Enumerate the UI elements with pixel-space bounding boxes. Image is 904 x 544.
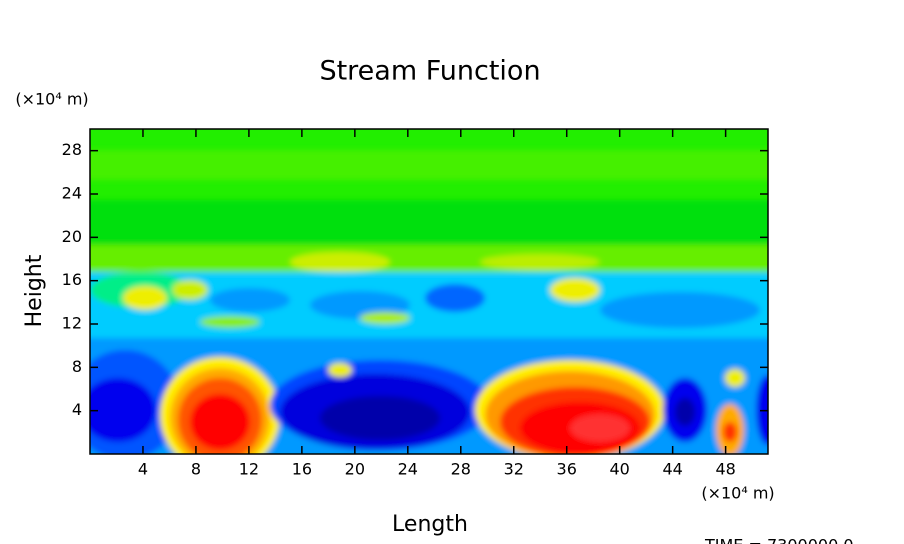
y-unit: (×10⁴ m) [15,90,88,109]
contour-field [90,129,768,454]
y-tick-label: 28 [62,140,82,159]
x-tick-label: 32 [504,460,524,479]
y-tick-label: 20 [62,227,82,246]
x-tick-label: 28 [451,460,471,479]
y-tick-label: 16 [62,270,82,289]
time-annotation: TIME = 7300000.0 [704,536,854,544]
x-tick-label: 24 [398,460,418,479]
x-tick-label: 4 [138,460,148,479]
plot-frame [89,128,769,455]
x-axis-label: Length [392,512,468,537]
x-tick-label: 12 [239,460,259,479]
y-tick-label: 4 [72,400,82,419]
chart-title: Stream Function [319,56,540,87]
x-tick-label: 16 [292,460,312,479]
x-tick-label: 40 [610,460,630,479]
x-tick-label: 20 [345,460,365,479]
y-tick-label: 12 [62,314,82,333]
y-tick-label: 8 [72,357,82,376]
x-tick-label: 48 [715,460,735,479]
y-tick-label: 24 [62,184,82,203]
x-tick-label: 8 [191,460,201,479]
y-axis-label: Height [22,254,47,327]
x-unit: (×10⁴ m) [701,484,774,503]
x-tick-label: 36 [557,460,577,479]
x-tick-label: 44 [662,460,682,479]
